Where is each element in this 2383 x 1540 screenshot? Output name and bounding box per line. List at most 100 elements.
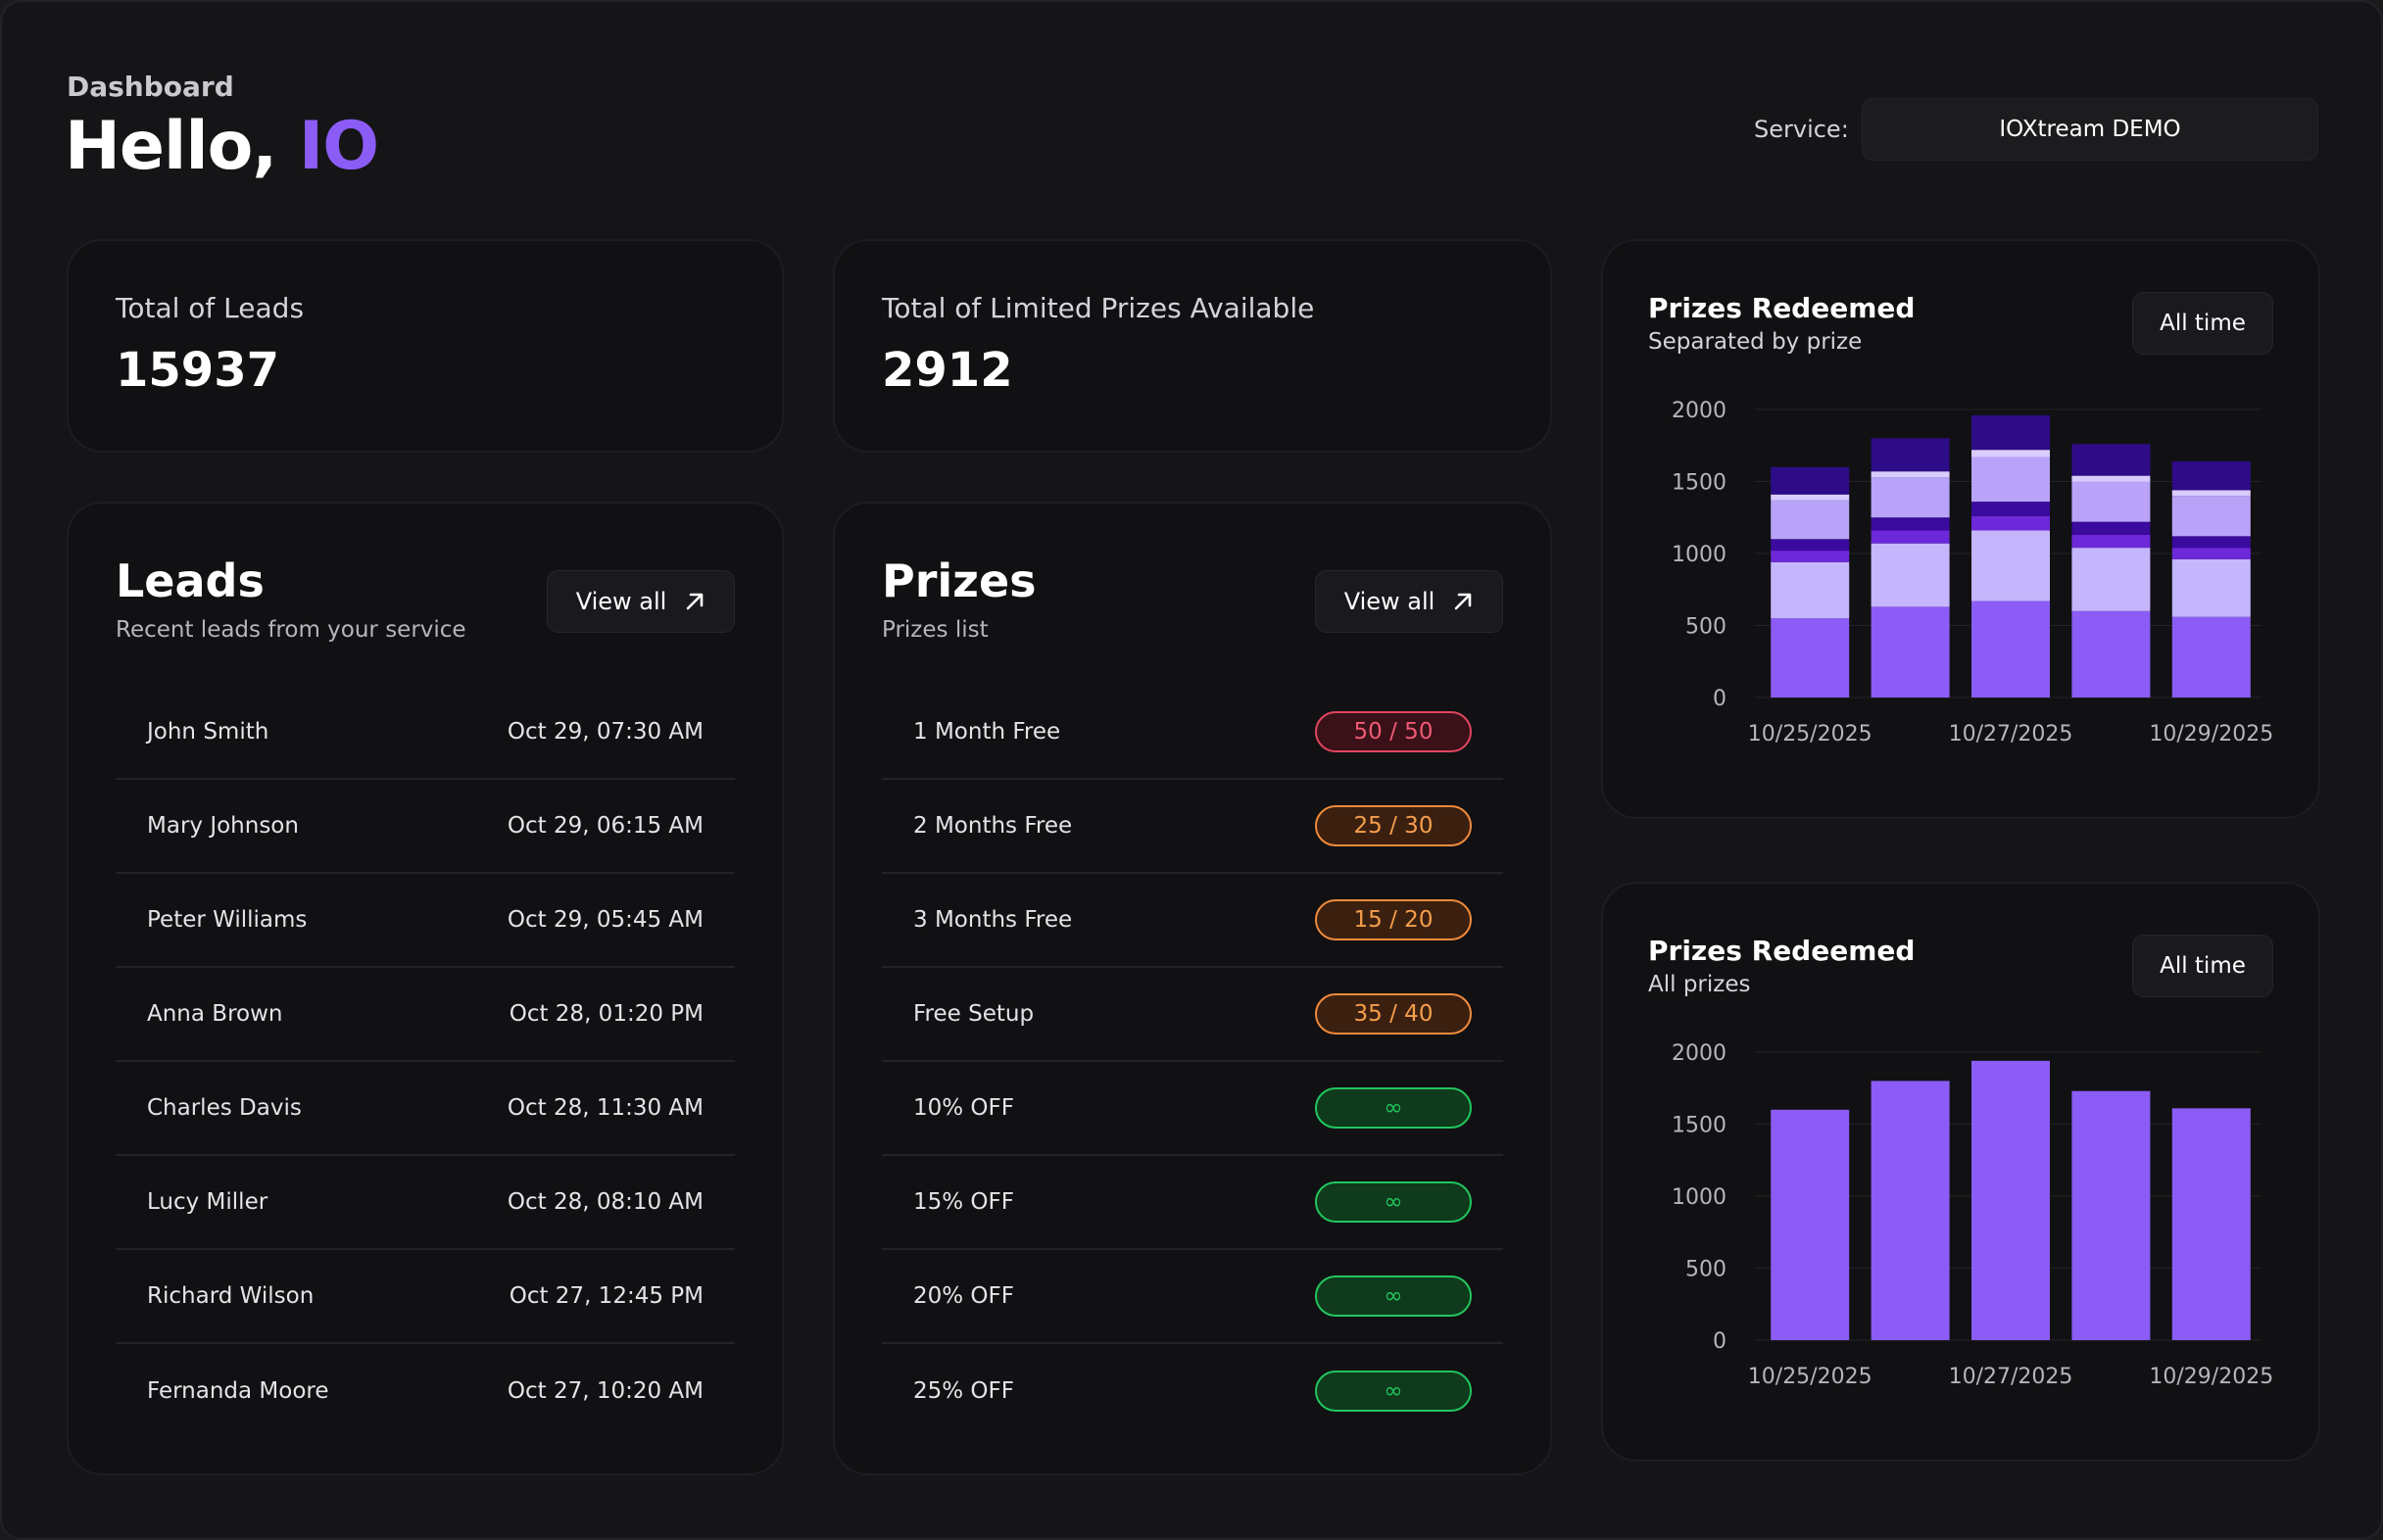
bar-segment: [1971, 1060, 2050, 1340]
prize-name: 2 Months Free: [913, 813, 1073, 839]
bar-segment: [1871, 1081, 1950, 1340]
lead-name: Anna Brown: [147, 1001, 283, 1027]
bar-segment: [2171, 536, 2251, 549]
bar-segment: [2171, 496, 2251, 537]
prize-name: 10% OFF: [913, 1095, 1014, 1121]
time-range-button[interactable]: All time: [2132, 935, 2273, 997]
lead-name: Charles Davis: [147, 1095, 302, 1121]
bar-segment: [1871, 471, 1950, 478]
prize-name: 3 Months Free: [913, 907, 1073, 933]
bar-segment: [1771, 500, 1850, 540]
prize-row[interactable]: 25% OFF ∞: [882, 1344, 1503, 1438]
time-range-button[interactable]: All time: [2132, 292, 2273, 355]
bar-segment: [1771, 618, 1850, 698]
bar-segment: [1971, 457, 2050, 503]
bar-segment: [1771, 494, 1850, 501]
y-tick-label: 1500: [1672, 471, 1726, 496]
leads-card: Leads Recent leads from your service Vie…: [67, 502, 784, 1475]
bar-segment: [2071, 475, 2151, 482]
prizes-card: Prizes Prizes list View all 1 Month Free…: [833, 502, 1552, 1475]
service-select-value: IOXtream DEMO: [1999, 117, 2181, 142]
lead-row[interactable]: Charles Davis Oct 28, 11:30 AM: [116, 1062, 735, 1156]
service-label: Service:: [1754, 116, 1849, 143]
bar-segment: [1971, 601, 2050, 698]
bar-segment: [1771, 561, 1850, 619]
prize-row[interactable]: 1 Month Free 50 / 50: [882, 686, 1503, 780]
prizes-view-all-button[interactable]: View all: [1315, 570, 1503, 633]
lead-row[interactable]: Anna Brown Oct 28, 01:20 PM: [116, 968, 735, 1062]
bar-segment: [2071, 1090, 2151, 1340]
bar-segment: [1971, 414, 2050, 451]
total-prizes-title: Total of Limited Prizes Available: [882, 292, 1315, 324]
prize-availability-badge: 15 / 20: [1315, 899, 1472, 940]
lead-row[interactable]: Peter Williams Oct 29, 05:45 AM: [116, 874, 735, 968]
lead-row[interactable]: Lucy Miller Oct 28, 08:10 AM: [116, 1156, 735, 1250]
leads-view-all-button[interactable]: View all: [547, 570, 735, 633]
prize-row[interactable]: 3 Months Free 15 / 20: [882, 874, 1503, 968]
x-tick-label: 10/25/2025: [1748, 722, 1872, 746]
bar-segment: [2171, 558, 2251, 617]
prize-name: 25% OFF: [913, 1378, 1014, 1404]
bar-segment: [1871, 606, 1950, 698]
lead-row[interactable]: Mary Johnson Oct 29, 06:15 AM: [116, 780, 735, 874]
chart-subtitle: All prizes: [1648, 972, 1751, 997]
prize-row[interactable]: 20% OFF ∞: [882, 1250, 1503, 1344]
bar-segment: [1771, 539, 1850, 552]
service-select[interactable]: IOXtream DEMO: [1862, 98, 2318, 161]
bar-segment: [1971, 502, 2050, 516]
y-tick-label: 0: [1713, 687, 1726, 711]
chart-title: Prizes Redeemed: [1648, 935, 1916, 967]
arrow-up-right-icon: [1455, 593, 1472, 610]
lead-row[interactable]: Richard Wilson Oct 27, 12:45 PM: [116, 1250, 735, 1344]
user-name: IO: [298, 108, 379, 185]
lead-row[interactable]: Fernanda Moore Oct 27, 10:20 AM: [116, 1344, 735, 1438]
prize-availability-badge: ∞: [1315, 1087, 1472, 1129]
prize-row[interactable]: 2 Months Free 25 / 30: [882, 780, 1503, 874]
lead-date: Oct 27, 12:45 PM: [509, 1283, 704, 1309]
bar-segment: [1771, 466, 1850, 495]
y-tick-label: 2000: [1672, 1041, 1726, 1066]
x-tick-label: 10/27/2025: [1949, 722, 2073, 746]
bar-segment: [2071, 481, 2151, 522]
prize-row[interactable]: 15% OFF ∞: [882, 1156, 1503, 1250]
y-tick-label: 1500: [1672, 1114, 1726, 1138]
total-leads-card: Total of Leads 15937: [67, 239, 784, 453]
bar-chart: 0 500 1000 1500 2000 10/25/2025 10/27/2025 10/2…: [1672, 1041, 2273, 1389]
prizes-subtitle: Prizes list: [882, 617, 989, 643]
prize-availability-badge: 35 / 40: [1315, 993, 1472, 1035]
bar-segment: [1771, 1109, 1850, 1340]
lead-name: Lucy Miller: [147, 1189, 268, 1215]
prize-availability-badge: ∞: [1315, 1371, 1472, 1412]
total-leads-title: Total of Leads: [116, 292, 305, 324]
y-tick-label: 0: [1713, 1329, 1726, 1354]
prize-row[interactable]: Free Setup 35 / 40: [882, 968, 1503, 1062]
prize-availability-badge: ∞: [1315, 1275, 1472, 1317]
stacked-bar-chart: 0 500 1000 1500 2000 10/25/2025 10/27/2025 10/2…: [1672, 399, 2273, 746]
prize-name: 1 Month Free: [913, 719, 1061, 745]
prize-name: 15% OFF: [913, 1189, 1014, 1215]
bar-segment: [2071, 521, 2151, 535]
leads-title: Leads: [116, 554, 265, 607]
bar-segment: [2071, 548, 2151, 611]
prize-availability-badge: ∞: [1315, 1181, 1472, 1223]
x-tick-label: 10/29/2025: [2149, 1365, 2273, 1389]
bar-segment: [2171, 616, 2251, 698]
greeting-text: Hello,: [65, 108, 277, 185]
bar-segment: [1871, 530, 1950, 544]
lead-row[interactable]: John Smith Oct 29, 07:30 AM: [116, 686, 735, 780]
bar-segment: [1971, 515, 2050, 531]
y-tick-label: 500: [1685, 1258, 1726, 1282]
x-tick-label: 10/27/2025: [1949, 1365, 2073, 1389]
prize-availability-badge: 50 / 50: [1315, 711, 1472, 752]
page-title: Hello, IO: [65, 108, 379, 185]
y-tick-label: 2000: [1672, 399, 1726, 423]
prize-row[interactable]: 10% OFF ∞: [882, 1062, 1503, 1156]
arrow-up-right-icon: [687, 593, 704, 610]
y-tick-label: 500: [1685, 615, 1726, 640]
bar-segment: [1871, 477, 1950, 518]
leads-view-all-label: View all: [575, 588, 667, 615]
prize-availability-badge: 25 / 30: [1315, 805, 1472, 846]
lead-name: Fernanda Moore: [147, 1378, 329, 1404]
bar-segment: [1971, 530, 2050, 602]
bar-segment: [2071, 444, 2151, 476]
